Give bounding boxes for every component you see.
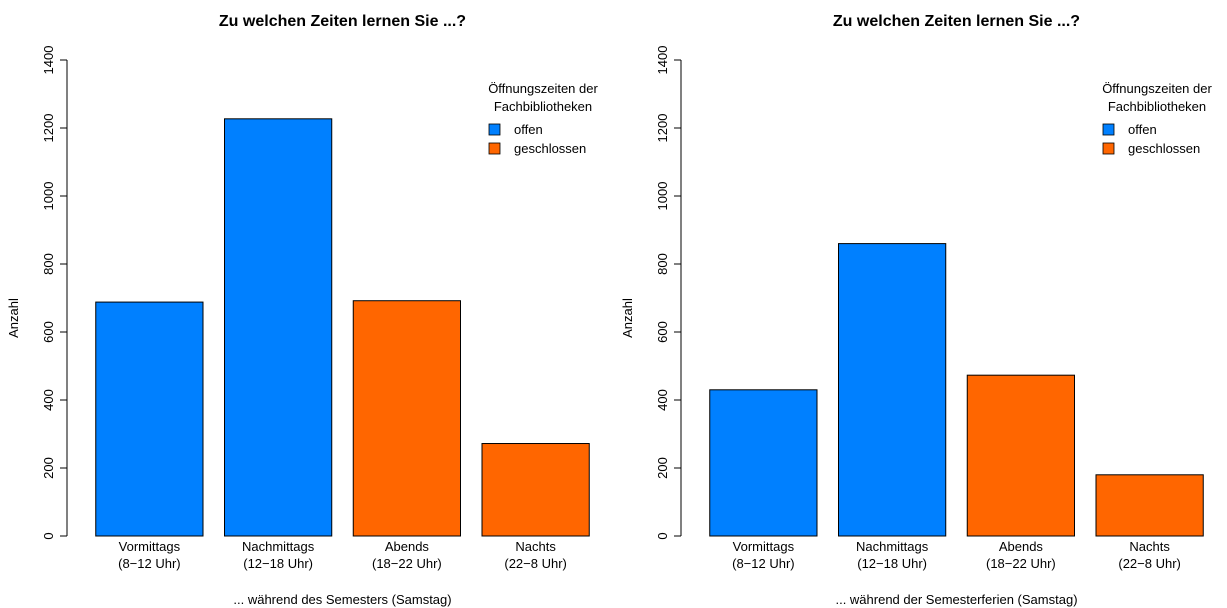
- legend: Öffnungszeiten der Fachbibliotheken offen g…: [1102, 81, 1212, 156]
- x-tick-label: Nachmittags: [856, 539, 929, 554]
- x-tick-sublabel: (8−12 Uhr): [118, 556, 181, 571]
- chart-title: Zu welchen Zeiten lernen Sie ...?: [833, 13, 1080, 30]
- y-tick-label: 200: [655, 457, 670, 479]
- x-tick-label: Abends: [999, 539, 1044, 554]
- legend-swatch: [488, 123, 501, 136]
- y-tick-label: 1200: [41, 114, 56, 143]
- legend: Öffnungszeiten der Fachbibliotheken offen g…: [488, 81, 598, 156]
- y-axis-label: Anzahl: [6, 298, 21, 338]
- y-tick-label: 0: [655, 532, 670, 539]
- bar: [838, 243, 947, 537]
- bar: [352, 300, 461, 537]
- y-tick-label: 800: [655, 253, 670, 275]
- y-tick-label: 200: [41, 457, 56, 479]
- bar: [709, 389, 818, 537]
- x-tick-sublabel: (22−8 Uhr): [1118, 556, 1181, 571]
- y-tick-label: 600: [41, 321, 56, 343]
- legend-label: offen: [514, 122, 543, 137]
- x-tick-sublabel: (12−18 Uhr): [857, 556, 927, 571]
- x-axis-label: ... während der Semesterferien (Samstag): [835, 592, 1077, 607]
- legend-title: Fachbibliotheken: [494, 99, 592, 114]
- y-tick-label: 800: [41, 253, 56, 275]
- x-tick-label: Vormittags: [119, 539, 181, 554]
- chart-panel-2: Zu welchen Zeiten lernen Sie ...? 0 200 400…: [620, 13, 1212, 607]
- legend-label: geschlossen: [514, 141, 586, 156]
- x-tick-label: Abends: [385, 539, 430, 554]
- y-tick-label: 1400: [41, 46, 56, 75]
- x-tick-sublabel: (8−12 Uhr): [732, 556, 795, 571]
- x-tick-label: Nachts: [1129, 539, 1170, 554]
- y-tick-label: 1000: [41, 182, 56, 211]
- bar: [1095, 474, 1204, 537]
- x-tick-label: Nachts: [515, 539, 556, 554]
- legend-swatch: [1102, 142, 1115, 155]
- x-tick-sublabel: (18−22 Uhr): [986, 556, 1056, 571]
- bar: [966, 374, 1075, 537]
- y-tick-label: 400: [655, 389, 670, 411]
- y-axis-label: Anzahl: [620, 298, 635, 338]
- legend-title: Öffnungszeiten der: [1102, 81, 1212, 96]
- legend-title: Fachbibliotheken: [1108, 99, 1206, 114]
- y-tick-label: 1400: [655, 46, 670, 75]
- legend-label: offen: [1128, 122, 1157, 137]
- legend-swatch: [1102, 123, 1115, 136]
- y-tick-label: 400: [41, 389, 56, 411]
- bar: [481, 443, 590, 537]
- x-tick-label: Vormittags: [733, 539, 795, 554]
- y-tick-label: 0: [41, 532, 56, 539]
- x-tick-label: Nachmittags: [242, 539, 315, 554]
- bar: [224, 118, 333, 537]
- chart-panel-1: Zu welchen Zeiten lernen Sie ...? 0 200 400…: [6, 13, 598, 607]
- y-tick-label: 1000: [655, 182, 670, 211]
- legend-title: Öffnungszeiten der: [488, 81, 598, 96]
- legend-label: geschlossen: [1128, 141, 1200, 156]
- x-axis-label: ... während des Semesters (Samstag): [233, 592, 451, 607]
- bar: [95, 301, 204, 537]
- x-tick-sublabel: (22−8 Uhr): [504, 556, 567, 571]
- y-tick-label: 600: [655, 321, 670, 343]
- x-tick-sublabel: (12−18 Uhr): [243, 556, 313, 571]
- x-tick-sublabel: (18−22 Uhr): [372, 556, 442, 571]
- chart-title: Zu welchen Zeiten lernen Sie ...?: [219, 13, 466, 30]
- legend-swatch: [488, 142, 501, 155]
- y-tick-label: 1200: [655, 114, 670, 143]
